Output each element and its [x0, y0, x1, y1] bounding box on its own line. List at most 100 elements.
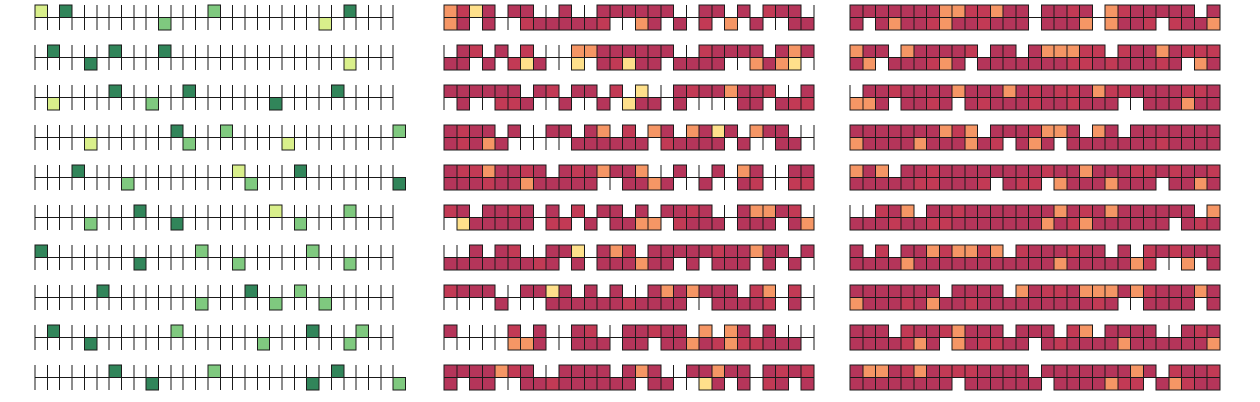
heatmap-cell: [914, 338, 927, 351]
heatmap-cell: [1156, 138, 1169, 151]
heatmap-cell: [220, 125, 232, 138]
heatmap-cell: [444, 165, 457, 178]
heatmap-cell: [597, 138, 610, 151]
heatmap-cell: [1194, 18, 1207, 31]
heatmap-cell: [888, 138, 901, 151]
heatmap-cell: [635, 18, 648, 31]
heatmap-cell: [635, 5, 648, 18]
heatmap-cell: [776, 98, 789, 111]
heatmap-cell: [597, 378, 610, 391]
heatmap-cell: [1054, 378, 1067, 391]
heatmap-cell: [344, 5, 356, 18]
heatmap-cell: [648, 58, 661, 71]
heatmap-cell: [1092, 298, 1105, 311]
heatmap-cell: [939, 378, 952, 391]
heatmap-cell: [1067, 365, 1080, 378]
heatmap-cell: [888, 18, 901, 31]
heatmap-cell: [876, 45, 889, 58]
heatmap-cell: [952, 178, 965, 191]
heatmap-cell: [876, 325, 889, 338]
heatmap-cell: [1016, 325, 1029, 338]
heatmap-cell: [750, 218, 763, 231]
heatmap-cell: [1156, 5, 1169, 18]
heatmap-cell: [914, 285, 927, 298]
heatmap-cell: [533, 178, 546, 191]
heatmap-cell: [1143, 205, 1156, 218]
heatmap-cell: [1182, 138, 1195, 151]
heatmap-cell: [1029, 125, 1042, 138]
heatmap-cell: [850, 258, 863, 271]
heatmap-cell: [990, 338, 1003, 351]
heatmap-cell: [725, 245, 738, 258]
heatmap-cell: [674, 138, 687, 151]
heatmap-cell: [1156, 245, 1169, 258]
heatmap-cell: [1016, 85, 1029, 98]
heatmap-cell: [1041, 18, 1054, 31]
heatmap-cell: [1169, 338, 1182, 351]
heatmap-cell: [965, 165, 978, 178]
heatmap-cell: [1143, 125, 1156, 138]
heatmap-cell: [521, 285, 534, 298]
heatmap-cell: [1182, 298, 1195, 311]
heatmap-cell: [1003, 218, 1016, 231]
heatmap-cell: [914, 85, 927, 98]
heatmap-cell: [245, 178, 257, 191]
heatmap-cell: [914, 18, 927, 31]
heatmap-cell: [1143, 5, 1156, 18]
panel-middle: [444, 5, 814, 390]
heatmap-cell: [470, 125, 483, 138]
heatmap-cell: [521, 58, 534, 71]
heatmap-cell: [546, 85, 559, 98]
heatmap-cell: [444, 365, 457, 378]
heatmap-cell: [1105, 125, 1118, 138]
heatmap-cell: [1041, 45, 1054, 58]
heatmap-cell: [1105, 98, 1118, 111]
heatmap-cell: [457, 218, 470, 231]
heatmap-cell: [533, 285, 546, 298]
heatmap-cell: [559, 365, 572, 378]
heatmap-cell: [978, 245, 991, 258]
heatmap-cell: [584, 18, 597, 31]
heatmap-cell: [750, 125, 763, 138]
heatmap-cell: [109, 85, 121, 98]
heatmap-cell: [686, 125, 699, 138]
heatmap-cell: [1092, 165, 1105, 178]
heatmap-cell: [990, 205, 1003, 218]
heatmap-cell: [939, 325, 952, 338]
heatmap-cell: [750, 18, 763, 31]
heatmap-cell: [1131, 58, 1144, 71]
heatmap-cell: [1092, 258, 1105, 271]
heatmap-cell: [457, 85, 470, 98]
heatmap-cell: [712, 125, 725, 138]
heatmap-cell: [888, 58, 901, 71]
heatmap-cell: [1003, 258, 1016, 271]
heatmap-cell: [1003, 58, 1016, 71]
heatmap-cell: [610, 258, 623, 271]
heatmap-cell: [1003, 125, 1016, 138]
heatmap-cell: [1169, 5, 1182, 18]
heatmap-cell: [1029, 285, 1042, 298]
heatmap-cell: [597, 18, 610, 31]
heatmap-cell: [952, 218, 965, 231]
heatmap-cell: [1067, 138, 1080, 151]
heatmap-cell: [939, 45, 952, 58]
heatmap-cell: [1029, 138, 1042, 151]
heatmap-cell: [1092, 285, 1105, 298]
heatmap-cell: [1105, 298, 1118, 311]
heatmap-cell: [750, 85, 763, 98]
heatmap-cell: [521, 18, 534, 31]
heatmap-cell: [1156, 285, 1169, 298]
heatmap-cell: [623, 298, 636, 311]
heatmap-cell: [978, 18, 991, 31]
heatmap-cell: [623, 58, 636, 71]
heatmap-cell: [978, 58, 991, 71]
heatmap-cell: [533, 85, 546, 98]
heatmap-cell: [1156, 205, 1169, 218]
heatmap-cell: [521, 178, 534, 191]
heatmap-cell: [1105, 218, 1118, 231]
heatmap-cell: [444, 58, 457, 71]
heatmap-cell: [171, 125, 183, 138]
heatmap-cell: [801, 45, 814, 58]
heatmap-cell: [1156, 218, 1169, 231]
heatmap-cell: [546, 178, 559, 191]
